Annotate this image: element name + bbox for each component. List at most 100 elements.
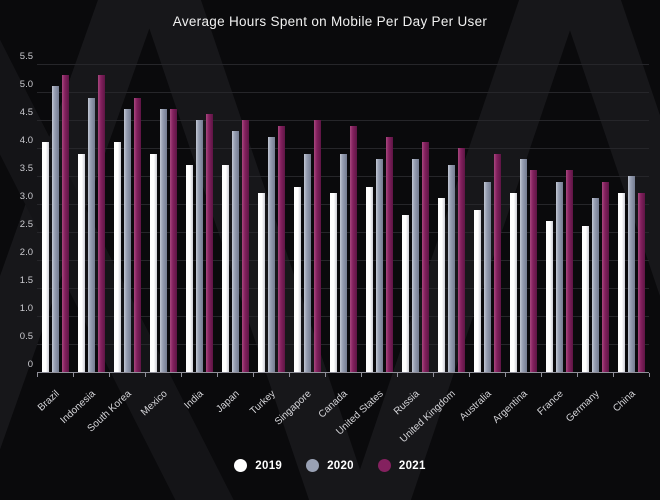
bar-canada-2019[interactable] — [329, 192, 337, 372]
bar-group-mexico — [145, 64, 181, 372]
legend-item-2020[interactable]: 2020 — [306, 459, 354, 472]
bar-south-korea-2021[interactable] — [133, 97, 141, 372]
bar-south-korea-2019[interactable] — [113, 142, 121, 372]
bar-france-2021[interactable] — [565, 170, 573, 372]
bar-singapore-2020[interactable] — [303, 153, 311, 372]
bar-germany-2019[interactable] — [581, 226, 589, 372]
bar-turkey-2020[interactable] — [267, 136, 275, 372]
y-axis-label-0.5: 0.5 — [19, 331, 33, 342]
y-axis-label-2.0: 2.0 — [19, 247, 33, 258]
legend-label-2019: 2019 — [255, 459, 283, 472]
y-axis-label-1.0: 1.0 — [19, 303, 33, 314]
bar-group-turkey — [253, 64, 289, 372]
bar-australia-2020[interactable] — [483, 181, 491, 372]
bar-russia-2019[interactable] — [401, 215, 409, 372]
y-axis-label-5.5: 5.5 — [19, 51, 33, 62]
bar-mexico-2019[interactable] — [149, 153, 157, 372]
bar-brazil-2019[interactable] — [41, 142, 49, 372]
x-axis-label-russia: Russia — [391, 388, 422, 418]
gridline-5.0 — [37, 92, 649, 93]
bar-united-states-2020[interactable] — [375, 159, 383, 372]
bar-groups-layer — [37, 64, 649, 372]
y-axis-label-3.0: 3.0 — [19, 191, 33, 202]
bar-japan-2020[interactable] — [231, 131, 239, 372]
bar-south-korea-2020[interactable] — [123, 108, 131, 372]
bar-india-2021[interactable] — [205, 114, 213, 372]
bar-united-states-2019[interactable] — [365, 187, 373, 372]
bar-france-2020[interactable] — [555, 181, 563, 372]
bar-canada-2020[interactable] — [339, 153, 347, 372]
y-axis-label-3.5: 3.5 — [19, 163, 33, 174]
bar-united-kingdom-2019[interactable] — [437, 198, 445, 372]
x-axis-label-turkey: Turkey — [248, 388, 278, 418]
bar-germany-2020[interactable] — [591, 198, 599, 372]
bar-group-france — [541, 64, 577, 372]
bar-brazil-2021[interactable] — [61, 75, 69, 372]
bar-china-2021[interactable] — [637, 192, 645, 372]
x-axis-label-mexico: Mexico — [139, 388, 170, 419]
bar-mexico-2021[interactable] — [169, 108, 177, 372]
bar-australia-2021[interactable] — [493, 153, 501, 372]
y-axis-label-4.0: 4.0 — [19, 135, 33, 146]
bar-russia-2020[interactable] — [411, 159, 419, 372]
bar-germany-2021[interactable] — [601, 181, 609, 372]
x-axis-label-singapore: Singapore — [272, 388, 314, 428]
bar-turkey-2021[interactable] — [277, 125, 285, 372]
bar-china-2020[interactable] — [627, 176, 635, 372]
bar-argentina-2019[interactable] — [509, 192, 517, 372]
bar-japan-2019[interactable] — [221, 164, 229, 372]
y-axis-label-1.5: 1.5 — [19, 275, 33, 286]
legend-item-2019[interactable]: 2019 — [234, 459, 282, 472]
bar-group-united-states — [361, 64, 397, 372]
x-axis-ticks — [37, 373, 650, 377]
bar-indonesia-2020[interactable] — [87, 97, 95, 372]
legend-item-2021[interactable]: 2021 — [377, 459, 426, 472]
legend-label-2020: 2020 — [327, 459, 354, 472]
bar-group-germany — [577, 64, 613, 372]
legend-label-2021: 2021 — [398, 459, 426, 472]
gridline-4.0 — [37, 148, 649, 149]
x-axis-label-india: India — [182, 388, 206, 412]
bar-russia-2021[interactable] — [421, 142, 429, 372]
bar-france-2019[interactable] — [545, 220, 553, 372]
bar-brazil-2020[interactable] — [51, 86, 59, 372]
x-axis-label-japan: Japan — [214, 388, 242, 416]
bar-turkey-2019[interactable] — [257, 192, 265, 372]
bar-argentina-2021[interactable] — [529, 170, 537, 372]
gridline-4.5 — [37, 120, 649, 121]
legend-swatch-2020 — [306, 459, 320, 472]
bar-japan-2021[interactable] — [241, 120, 249, 372]
bar-singapore-2021[interactable] — [313, 120, 321, 372]
x-axis-label-china: China — [611, 388, 638, 415]
bar-indonesia-2021[interactable] — [97, 75, 105, 372]
bar-singapore-2019[interactable] — [293, 187, 301, 372]
legend: 2019 2020 2021 — [0, 459, 660, 472]
bar-india-2020[interactable] — [195, 120, 203, 372]
bar-group-india — [181, 64, 217, 372]
x-axis-label-france: France — [535, 388, 566, 418]
bar-group-china — [613, 64, 649, 372]
legend-swatch-2021 — [377, 459, 391, 472]
bar-group-japan — [217, 64, 253, 372]
bar-group-russia — [397, 64, 433, 372]
x-axis-label-australia: Australia — [457, 388, 494, 424]
bar-india-2019[interactable] — [185, 164, 193, 372]
bar-group-australia — [469, 64, 505, 372]
bar-china-2019[interactable] — [617, 192, 625, 372]
bar-group-south-korea — [109, 64, 145, 372]
bar-group-united-kingdom — [433, 64, 469, 372]
bar-argentina-2020[interactable] — [519, 159, 527, 372]
chart-title: Average Hours Spent on Mobile Per Day Pe… — [172, 14, 488, 29]
bar-mexico-2020[interactable] — [159, 108, 167, 372]
bar-united-states-2021[interactable] — [385, 136, 393, 372]
bar-indonesia-2019[interactable] — [77, 153, 85, 372]
bar-united-kingdom-2020[interactable] — [447, 164, 455, 372]
bar-united-kingdom-2021[interactable] — [457, 148, 465, 372]
bar-canada-2021[interactable] — [349, 125, 357, 372]
gridline-5.5 — [37, 64, 649, 65]
bar-group-singapore — [289, 64, 325, 372]
y-axis-label-5.0: 5.0 — [19, 79, 33, 90]
bar-australia-2019[interactable] — [473, 209, 481, 372]
